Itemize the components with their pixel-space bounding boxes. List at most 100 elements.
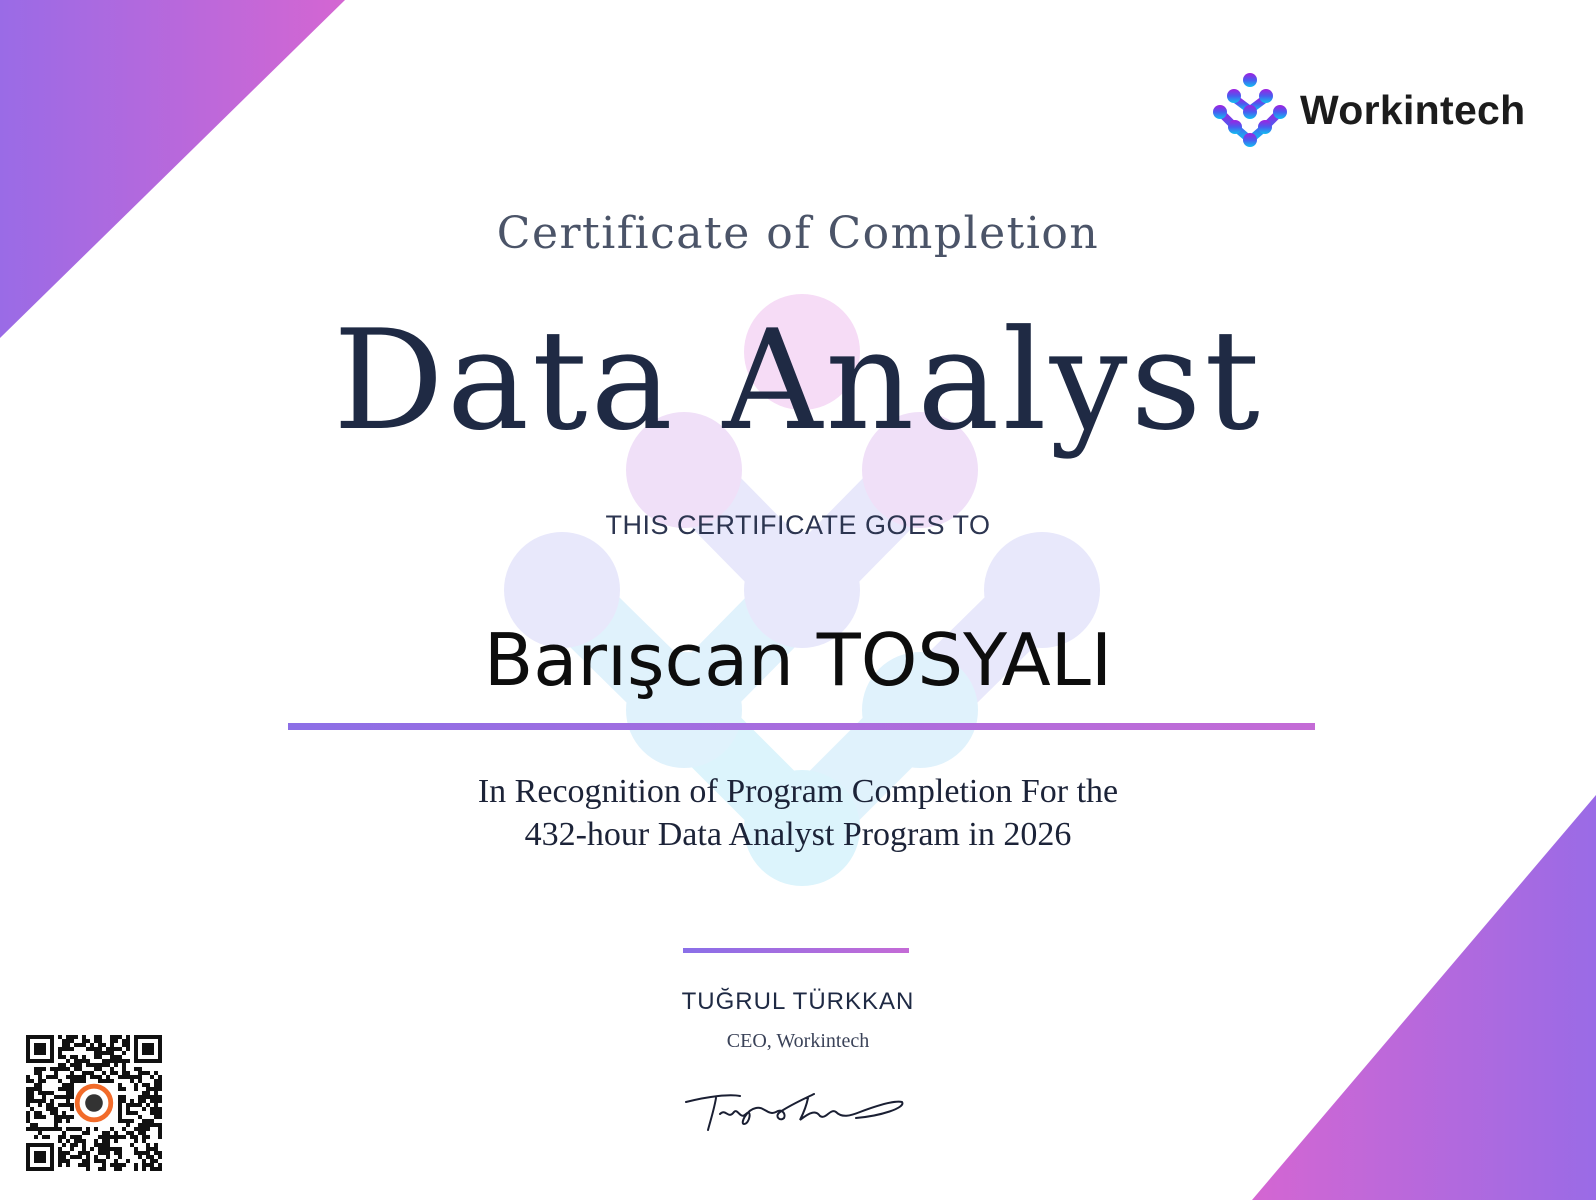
qr-module xyxy=(114,1039,118,1043)
qr-module xyxy=(142,1095,146,1099)
qr-module xyxy=(62,1115,66,1119)
qr-module xyxy=(86,1151,90,1155)
qr-module xyxy=(94,1047,98,1051)
qr-module xyxy=(158,1155,162,1159)
qr-module xyxy=(110,1079,114,1083)
qr-module xyxy=(110,1035,114,1039)
goes-to-label: THIS CERTIFICATE GOES TO xyxy=(605,510,991,540)
qr-module xyxy=(74,1067,78,1071)
qr-module xyxy=(42,1079,46,1083)
qr-module xyxy=(154,1167,158,1171)
qr-module xyxy=(66,1067,70,1071)
qr-module xyxy=(110,1163,114,1167)
qr-module xyxy=(82,1139,86,1143)
watermark-dot xyxy=(984,532,1100,648)
qr-module xyxy=(66,1035,70,1039)
qr-module xyxy=(126,1075,130,1079)
watermark-dot xyxy=(744,770,860,886)
qr-module xyxy=(142,1131,146,1135)
qr-module xyxy=(110,1059,114,1063)
qr-module xyxy=(138,1099,142,1103)
signer-name: TUĞRUL TÜRKKAN xyxy=(681,988,915,1015)
qr-module xyxy=(86,1155,90,1159)
qr-module xyxy=(82,1071,86,1075)
qr-module xyxy=(146,1095,150,1099)
qr-module xyxy=(62,1039,66,1043)
qr-module xyxy=(42,1127,46,1131)
qr-module xyxy=(134,1163,138,1167)
qr-module xyxy=(126,1043,130,1047)
qr-module xyxy=(90,1063,94,1067)
qr-module xyxy=(78,1127,82,1131)
qr-module xyxy=(142,1123,146,1127)
qr-module xyxy=(118,1099,122,1103)
qr-module xyxy=(78,1043,82,1047)
qr-module xyxy=(142,1107,146,1111)
qr-module xyxy=(110,1135,114,1139)
qr-module xyxy=(146,1127,150,1131)
qr-module xyxy=(58,1119,62,1123)
qr-module xyxy=(82,1159,86,1163)
qr-module xyxy=(110,1071,114,1075)
qr-module xyxy=(150,1107,154,1111)
qr-module xyxy=(78,1059,82,1063)
qr-module xyxy=(34,1087,38,1091)
qr-module xyxy=(70,1155,74,1159)
qr-module xyxy=(58,1151,62,1155)
qr-module xyxy=(54,1123,58,1127)
qr-module xyxy=(70,1127,74,1131)
qr-module xyxy=(90,1075,94,1079)
qr-module xyxy=(154,1071,158,1075)
qr-module xyxy=(102,1131,106,1135)
qr-module xyxy=(42,1067,46,1071)
qr-module xyxy=(150,1123,154,1127)
qr-module xyxy=(38,1103,42,1107)
qr-module xyxy=(114,1159,118,1163)
qr-module xyxy=(122,1063,126,1067)
signer-role: CEO, Workintech xyxy=(726,1030,870,1052)
qr-module xyxy=(146,1163,150,1167)
qr-module xyxy=(94,1139,98,1143)
qr-module xyxy=(98,1167,102,1171)
qr-module xyxy=(126,1119,130,1123)
brand-logo: Workintech xyxy=(1210,70,1526,150)
qr-module xyxy=(130,1103,134,1107)
qr-module xyxy=(154,1111,158,1115)
watermark-dot xyxy=(504,532,620,648)
qr-module xyxy=(86,1071,90,1075)
qr-module xyxy=(150,1155,154,1159)
qr-module xyxy=(26,1095,30,1099)
qr-module xyxy=(30,1099,34,1103)
qr-module xyxy=(158,1135,162,1139)
qr-code[interactable] xyxy=(26,1035,162,1171)
corner-top-left xyxy=(0,0,345,338)
qr-module xyxy=(58,1035,62,1039)
qr-module xyxy=(102,1071,106,1075)
qr-module xyxy=(134,1087,138,1091)
qr-module xyxy=(138,1131,142,1135)
qr-module xyxy=(154,1107,158,1111)
qr-module xyxy=(74,1079,78,1083)
qr-module xyxy=(102,1043,106,1047)
qr-module xyxy=(70,1135,74,1139)
qr-module xyxy=(50,1067,54,1071)
qr-module xyxy=(42,1095,46,1099)
qr-module xyxy=(146,1083,150,1087)
qr-module xyxy=(66,1091,70,1095)
qr-module xyxy=(58,1159,62,1163)
qr-module xyxy=(66,1043,70,1047)
qr-module xyxy=(66,1083,70,1087)
qr-module xyxy=(98,1143,102,1147)
qr-module xyxy=(70,1079,74,1083)
qr-module xyxy=(66,1095,70,1099)
qr-module xyxy=(118,1047,122,1051)
qr-module xyxy=(114,1063,118,1067)
qr-module xyxy=(66,1075,70,1079)
qr-module xyxy=(58,1055,62,1059)
qr-module xyxy=(130,1111,134,1115)
qr-module xyxy=(114,1167,118,1171)
qr-module xyxy=(154,1099,158,1103)
qr-module xyxy=(126,1039,130,1043)
qr-module xyxy=(146,1103,150,1107)
qr-module xyxy=(66,1163,70,1167)
